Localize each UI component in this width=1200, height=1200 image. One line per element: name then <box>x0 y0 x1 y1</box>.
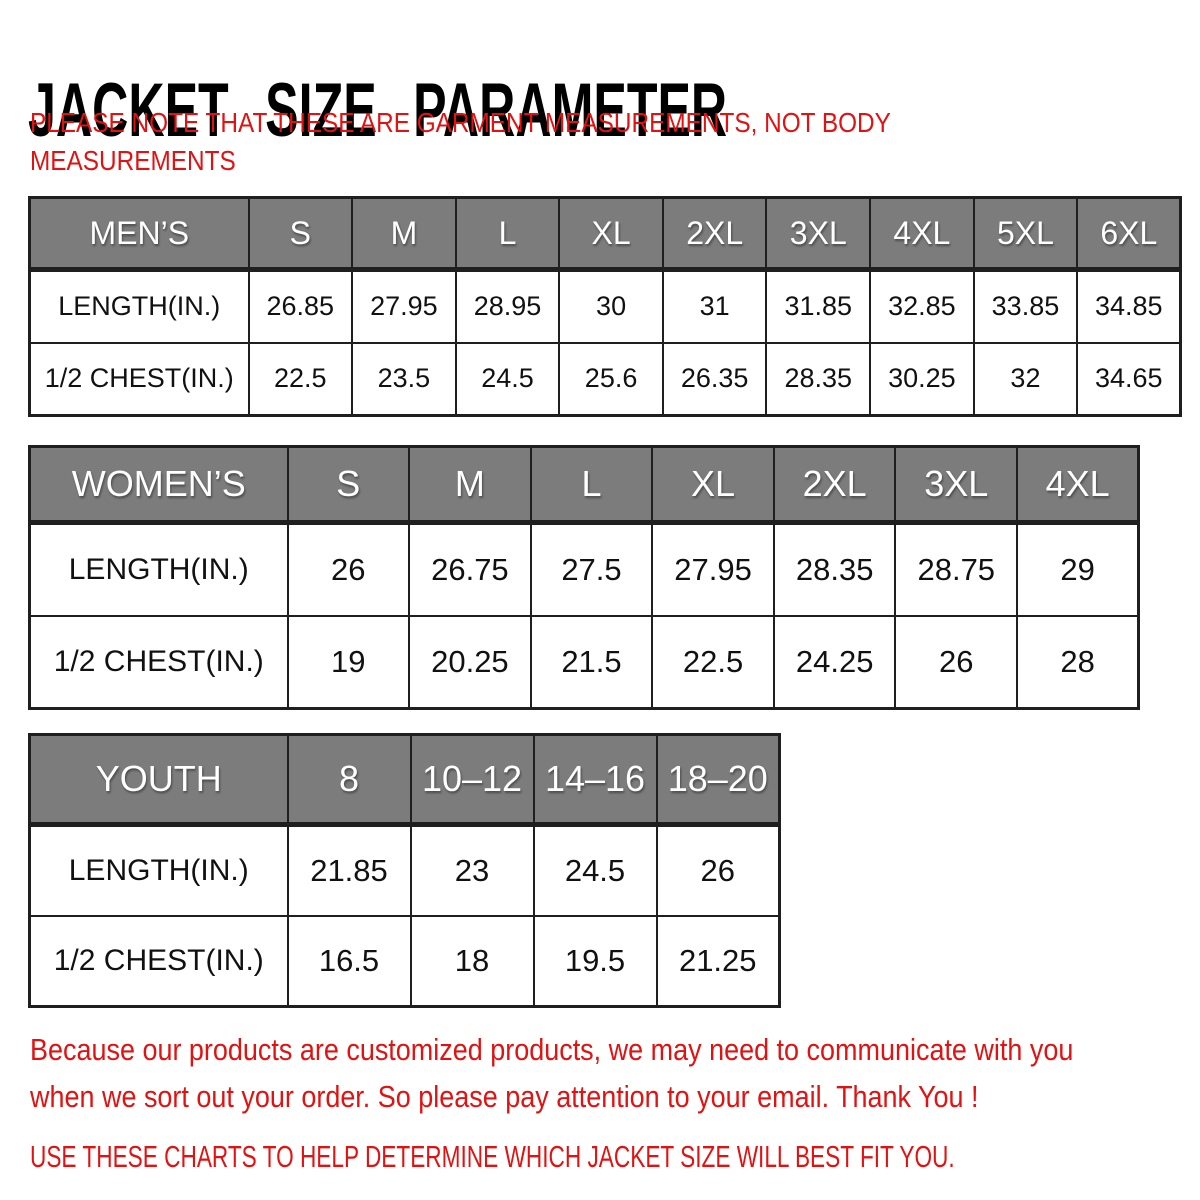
size-value-cell: 26.35 <box>661 341 768 417</box>
header-row: YOUTH 8 10–12 14–16 18–20 <box>28 733 781 827</box>
size-column-header: 18–20 <box>655 733 781 827</box>
garment-note: PLEASE NOTE THAT THESE ARE GARMENT MEASU… <box>30 104 891 180</box>
size-value-cell: 21.85 <box>286 823 412 917</box>
size-column-header: M <box>351 196 457 272</box>
size-value-cell: 21.25 <box>655 914 781 1008</box>
size-column-header: 3XL <box>765 196 872 272</box>
size-value-cell: 28.35 <box>772 521 897 617</box>
size-value-cell: 32 <box>972 341 1079 417</box>
size-column-header: XL <box>558 196 664 272</box>
measurement-row: 1/2 CHEST(IN.) 22.5 23.5 24.5 25.6 26.35 28.35… <box>28 341 1182 417</box>
size-value-cell: 24.5 <box>532 823 658 917</box>
size-value-cell: 26.85 <box>247 268 354 344</box>
size-value-cell: 34.85 <box>1076 268 1182 344</box>
size-value-cell: 27.95 <box>651 521 775 617</box>
footer-communication-note: Because our products are customized prod… <box>30 1026 1073 1120</box>
row-label: LENGTH(IN.) <box>28 823 289 917</box>
size-value-cell: 31 <box>661 268 768 344</box>
measurement-row: LENGTH(IN.) 26 26.75 27.5 27.95 28.35 28.75 29 <box>28 521 1140 617</box>
footer-note-line-2: when we sort out your order. So please p… <box>30 1079 979 1115</box>
measurement-row: LENGTH(IN.) 21.85 23 24.5 26 <box>28 823 781 917</box>
size-value-cell: 19.5 <box>532 914 658 1008</box>
row-label: LENGTH(IN.) <box>28 268 250 344</box>
size-value-cell: 28.35 <box>765 341 872 417</box>
size-value-cell: 28.95 <box>454 268 561 344</box>
size-column-header: 10–12 <box>409 733 535 827</box>
size-value-cell: 24.25 <box>772 614 897 710</box>
footer-note-line-1: Because our products are customized prod… <box>30 1032 1074 1067</box>
size-value-cell: 21.5 <box>529 614 654 710</box>
youth-size-table: YOUTH 8 10–12 14–16 18–20 LENGTH(IN.) 21.85 23… <box>28 733 781 1008</box>
size-column-header: S <box>286 445 411 525</box>
size-value-cell: 22.5 <box>247 341 354 417</box>
mens-size-table: MEN’S S M L XL 2XL 3XL 4XL 5XL 6XL LENGTH(IN.) 26.… <box>28 196 1183 417</box>
row-label: 1/2 CHEST(IN.) <box>28 614 289 710</box>
table-title-cell: MEN’S <box>28 196 250 272</box>
size-value-cell: 26.75 <box>408 521 532 617</box>
size-value-cell: 22.5 <box>651 614 775 710</box>
size-value-cell: 28.75 <box>894 521 1019 617</box>
size-value-cell: 29 <box>1016 521 1140 617</box>
size-value-cell: 19 <box>286 614 411 710</box>
header-row: WOMEN’S S M L XL 2XL 3XL 4XL <box>28 445 1140 525</box>
size-column-header: 4XL <box>1016 445 1140 525</box>
size-column-header: 8 <box>286 733 412 827</box>
size-column-header: 2XL <box>661 196 768 272</box>
size-column-header: 4XL <box>869 196 975 272</box>
size-value-cell: 26 <box>286 521 411 617</box>
size-value-cell: 32.85 <box>869 268 975 344</box>
size-value-cell: 31.85 <box>765 268 872 344</box>
size-value-cell: 24.5 <box>454 341 561 417</box>
footer-usage-note: USE THESE CHARTS TO HELP DETERMINE WHICH… <box>30 1139 955 1174</box>
measurement-row: LENGTH(IN.) 26.85 27.95 28.95 30 31 31.85 32.85… <box>28 268 1182 344</box>
size-value-cell: 34.65 <box>1076 341 1182 417</box>
size-value-cell: 26 <box>655 823 781 917</box>
garment-note-line-1: PLEASE NOTE THAT THESE ARE GARMENT MEASU… <box>30 107 891 138</box>
header-row: MEN’S S M L XL 2XL 3XL 4XL 5XL 6XL <box>28 196 1182 272</box>
size-value-cell: 25.6 <box>558 341 664 417</box>
table-title-cell: YOUTH <box>28 733 289 827</box>
size-value-cell: 23 <box>409 823 535 917</box>
size-column-header: S <box>247 196 354 272</box>
size-value-cell: 27.5 <box>529 521 654 617</box>
size-value-cell: 27.95 <box>351 268 457 344</box>
size-value-cell: 23.5 <box>351 341 457 417</box>
size-value-cell: 30 <box>558 268 664 344</box>
size-value-cell: 20.25 <box>408 614 532 710</box>
size-column-header: 5XL <box>972 196 1079 272</box>
size-column-header: 2XL <box>772 445 897 525</box>
size-value-cell: 28 <box>1016 614 1140 710</box>
size-value-cell: 33.85 <box>972 268 1079 344</box>
measurement-row: 1/2 CHEST(IN.) 16.5 18 19.5 21.25 <box>28 914 781 1008</box>
size-column-header: 14–16 <box>532 733 658 827</box>
size-column-header: L <box>454 196 561 272</box>
page-title: JACKET SIZE PARAMETER <box>28 67 728 153</box>
row-label: LENGTH(IN.) <box>28 521 289 617</box>
womens-size-table: WOMEN’S S M L XL 2XL 3XL 4XL LENGTH(IN.) 26 26.75… <box>28 445 1141 710</box>
size-column-header: 6XL <box>1076 196 1182 272</box>
size-column-header: XL <box>651 445 775 525</box>
size-value-cell: 18 <box>409 914 535 1008</box>
measurement-row: 1/2 CHEST(IN.) 19 20.25 21.5 22.5 24.25 26 28 <box>28 614 1140 710</box>
size-value-cell: 30.25 <box>869 341 975 417</box>
size-column-header: L <box>529 445 654 525</box>
row-label: 1/2 CHEST(IN.) <box>28 341 250 417</box>
garment-note-line-2: MEASUREMENTS <box>30 145 236 177</box>
table-title-cell: WOMEN’S <box>28 445 289 525</box>
size-column-header: M <box>408 445 532 525</box>
size-value-cell: 16.5 <box>286 914 412 1008</box>
row-label: 1/2 CHEST(IN.) <box>28 914 289 1008</box>
size-column-header: 3XL <box>894 445 1019 525</box>
size-value-cell: 26 <box>894 614 1019 710</box>
